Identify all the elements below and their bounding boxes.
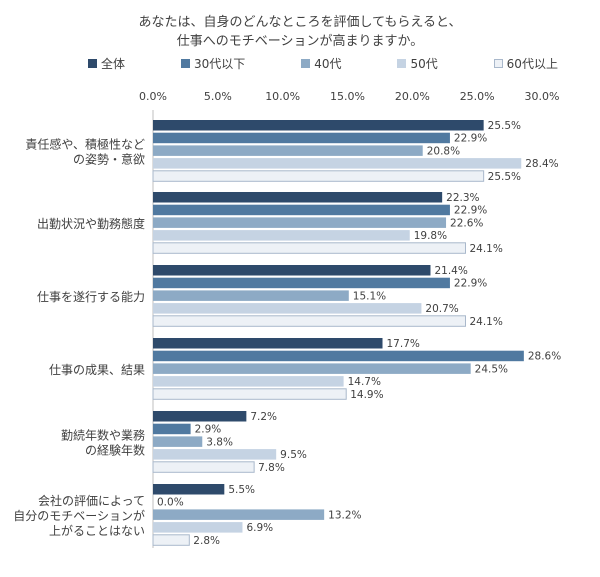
x-tick-label: 0.0%	[139, 90, 167, 103]
x-tick-label: 5.0%	[204, 90, 232, 103]
data-label: 25.5%	[488, 120, 521, 132]
legend-label: 30代以下	[193, 56, 246, 71]
bar	[153, 436, 203, 447]
data-label: 20.8%	[427, 145, 460, 157]
category-label: 仕事の成果、結果	[49, 363, 145, 377]
legend-item-50s: 50代	[397, 55, 438, 71]
bar	[153, 376, 344, 387]
bar	[153, 338, 383, 349]
legend-swatch	[301, 58, 311, 68]
x-tick-label: 30.0%	[525, 90, 560, 103]
legend-item-all: 全体	[88, 55, 125, 71]
bar	[153, 158, 522, 169]
data-label: 24.1%	[469, 243, 502, 255]
bar	[153, 449, 277, 460]
data-label: 3.8%	[206, 436, 233, 448]
legend-swatch	[397, 58, 407, 68]
data-label: 2.9%	[195, 424, 222, 436]
data-label: 6.9%	[246, 522, 273, 534]
bar	[153, 484, 225, 495]
bar	[152, 461, 255, 473]
data-label: 0.0%	[157, 497, 184, 509]
data-label: 22.9%	[454, 205, 487, 217]
category-label: の経験年数	[85, 442, 145, 457]
category-label: 出勤状況や勤務態度	[37, 216, 145, 231]
bar	[153, 192, 443, 203]
bar	[153, 522, 243, 533]
legend-label: 60代以上	[506, 56, 558, 71]
bar	[153, 509, 325, 520]
bar	[152, 242, 466, 254]
bar	[153, 277, 450, 289]
data-label: 28.6%	[528, 351, 561, 363]
x-tick-label: 15.0%	[330, 90, 365, 103]
data-label: 22.6%	[450, 217, 483, 229]
legend-swatch	[180, 58, 190, 68]
legend-swatch	[493, 58, 503, 68]
data-label: 22.3%	[446, 192, 479, 204]
data-label: 28.4%	[525, 158, 558, 170]
data-label: 5.5%	[228, 484, 255, 496]
bar	[153, 350, 524, 362]
legend-label: 全体	[101, 56, 126, 71]
category-label: 自分のモチベーションが	[13, 508, 145, 523]
bar	[153, 265, 431, 276]
category-label: 仕事を遂行する能力	[37, 290, 145, 304]
data-label: 2.8%	[193, 535, 220, 547]
x-tick-label: 20.0%	[395, 90, 430, 103]
bar	[153, 217, 447, 228]
category-label: 上がることはない	[49, 523, 145, 538]
data-label: 22.9%	[454, 133, 487, 145]
legend-item-30s: 30代以下	[180, 55, 246, 71]
x-tick-label: 25.0%	[460, 90, 495, 103]
bar	[153, 145, 423, 156]
data-label: 24.1%	[469, 316, 502, 328]
category-label: 会社の評価によって	[38, 493, 145, 508]
bar	[153, 363, 471, 374]
bar	[152, 315, 466, 327]
data-label: 21.4%	[434, 265, 467, 277]
legend-item-60s: 60代以上	[493, 55, 558, 71]
bar	[153, 290, 349, 301]
data-label: 15.1%	[353, 290, 386, 302]
data-label: 13.2%	[328, 509, 361, 521]
bar	[153, 120, 484, 131]
bar	[153, 423, 191, 435]
data-label: 20.7%	[425, 303, 458, 315]
data-label: 9.5%	[280, 449, 307, 461]
chart-legend: 全体 30代以下 40代 50代 60代以上	[88, 55, 558, 71]
chart-title-line-2: 仕事へのモチベーションが高まりますか。	[176, 34, 424, 49]
legend-swatch	[88, 58, 97, 68]
bar	[152, 388, 347, 400]
bar	[153, 204, 450, 216]
chart-title-line-1: あなたは、自身のどんなところを評価してもらえると、	[138, 15, 462, 30]
data-label: 7.2%	[250, 411, 277, 423]
data-label: 14.9%	[350, 389, 383, 401]
bar	[153, 303, 422, 314]
data-label: 19.8%	[414, 230, 447, 242]
bar	[153, 411, 247, 422]
category-label: 責任感や、積極性など	[25, 136, 145, 151]
legend-label: 40代	[314, 56, 342, 71]
category-label: 勤続年数や業務	[61, 427, 145, 442]
legend-item-40s: 40代	[301, 55, 341, 71]
x-tick-label: 10.0%	[265, 90, 300, 103]
bar	[153, 230, 410, 241]
data-label: 17.7%	[387, 338, 420, 350]
data-label: 7.8%	[258, 462, 285, 474]
bar	[152, 534, 190, 546]
category-label: の姿勢・意欲	[73, 151, 145, 166]
data-label: 25.5%	[488, 171, 521, 183]
data-label: 22.9%	[454, 278, 487, 290]
data-label: 24.5%	[475, 363, 508, 375]
data-label: 14.7%	[348, 376, 381, 388]
bar	[152, 170, 485, 182]
legend-label: 50代	[410, 56, 438, 71]
bar	[153, 132, 450, 144]
